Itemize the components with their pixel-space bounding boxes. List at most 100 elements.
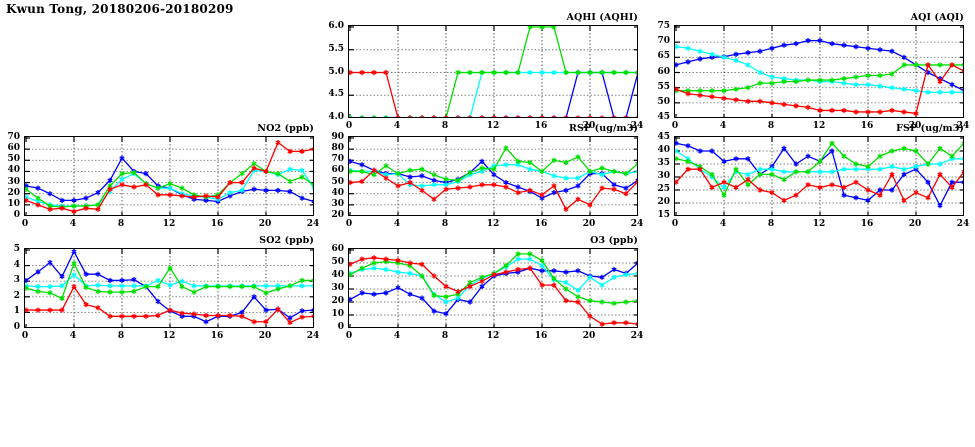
series-series_4	[349, 255, 637, 327]
panel-title-no2: NO2 (ppb)	[257, 123, 314, 134]
x-tick-label: 20	[258, 331, 272, 341]
y-tick-label: 10	[331, 309, 344, 319]
y-tick-label: 30	[7, 176, 20, 187]
y-tick-label: 25	[657, 184, 670, 194]
x-tick-label: 8	[767, 121, 775, 131]
x-tick-label: 20	[258, 219, 272, 229]
y-tick-label: 30	[331, 283, 344, 293]
y-tick-label: 4.0	[328, 112, 344, 122]
y-tick-label: 20	[657, 197, 670, 207]
plot-area-aqhi	[348, 25, 638, 118]
y-tick-label: 1	[13, 306, 20, 317]
x-tick-label: 4	[69, 331, 77, 341]
series-markers	[349, 26, 637, 117]
plot-area-no2	[24, 136, 314, 216]
y-tick-label: 90	[331, 132, 344, 142]
series-markers	[675, 148, 963, 190]
x-tick-label: 0	[21, 219, 29, 229]
series-series_4	[675, 166, 963, 203]
x-tick-label: 12	[812, 121, 826, 131]
x-tick-label: 12	[486, 121, 500, 131]
y-tick-label: 80	[331, 143, 344, 154]
x-tick-label: 0	[345, 331, 353, 341]
y-tick-label: 4.5	[328, 89, 344, 100]
series-series_1	[675, 38, 963, 93]
y-tick-label: 50	[7, 154, 20, 165]
plot-canvas-aqi	[675, 26, 963, 117]
x-tick-label: 8	[117, 331, 125, 341]
series-markers	[349, 145, 637, 183]
x-tick-label: 0	[671, 219, 679, 229]
y-tick-label: 45	[657, 132, 670, 142]
x-tick-label: 16	[534, 219, 548, 229]
y-tick-label: 20	[331, 210, 344, 220]
series-markers	[675, 62, 963, 94]
plot-canvas-rsp	[349, 137, 637, 215]
y-tick-label: 70	[7, 132, 20, 142]
figure-title: Kwun Tong, 20180206-20180209	[6, 2, 234, 16]
series-markers	[675, 62, 963, 117]
y-tick-label: 45	[657, 112, 670, 122]
plot-area-so2	[24, 248, 314, 328]
y-tick-label: 20	[331, 296, 344, 306]
panel-title-rsp: RSP (ug/m3)	[569, 123, 638, 134]
series-markers	[675, 44, 963, 95]
x-tick-label: 12	[486, 331, 500, 341]
y-tick-label: 6.0	[328, 21, 344, 31]
panel-aqi: AQI (AQI) 45 50 55 60 65 70 75 0 4 8 12 16 20 24	[657, 12, 969, 131]
y-tick-label: 40	[331, 270, 344, 280]
y-tick-label: 2	[13, 290, 20, 301]
series-series_4	[349, 167, 637, 212]
x-tick-label: 20	[582, 331, 596, 341]
plot-canvas-aqhi	[349, 26, 637, 117]
x-tick-label: 0	[671, 121, 679, 131]
x-tick-label: 12	[812, 219, 826, 229]
series-markers	[349, 69, 637, 117]
panel-no2: NO2 (ppb) 0 10 20 30 40 50 60 70 0 4 8 12 16 20 24	[7, 123, 319, 229]
plot-area-o3	[348, 248, 638, 328]
x-tick-label: 4	[719, 219, 727, 229]
x-tick-label: 24	[956, 121, 970, 131]
plot-area-fsp	[674, 136, 964, 216]
series-series_4	[25, 284, 313, 326]
plot-area-rsp	[348, 136, 638, 216]
x-tick-label: 8	[441, 121, 449, 131]
x-tick-label: 12	[486, 219, 500, 229]
y-tick-label: 5	[13, 244, 20, 254]
x-tick-label: 24	[306, 331, 320, 341]
series-markers	[25, 161, 313, 210]
y-tick-label: 0	[13, 210, 20, 220]
panel-so2: SO2 (ppb) 0 1 2 3 4 5 0 4 8 12 16 20 24	[14, 235, 320, 341]
series-series_4	[25, 139, 313, 215]
y-tick-label: 0	[13, 322, 20, 332]
x-tick-label: 20	[908, 219, 922, 229]
panel-title-fsp: FSP (ug/m3)	[896, 123, 964, 134]
x-tick-label: 24	[630, 219, 644, 229]
panel-rsp: RSP (ug/m3) 20 30 40 50 60 70 80 90 0 4 8 12 16 20 24	[331, 123, 643, 229]
y-tick-label: 70	[657, 36, 670, 47]
series-series_3	[349, 145, 637, 183]
x-tick-label: 0	[345, 219, 353, 229]
x-tick-label: 16	[210, 219, 224, 229]
panel-title-so2: SO2 (ppb)	[259, 235, 314, 246]
y-tick-label: 20	[7, 187, 20, 198]
x-tick-label: 24	[630, 331, 644, 341]
y-tick-label: 30	[331, 198, 344, 209]
series-markers	[349, 167, 637, 212]
x-tick-label: 12	[162, 219, 176, 229]
y-tick-label: 60	[657, 66, 670, 77]
series-markers	[349, 69, 637, 117]
series-series_4	[675, 62, 963, 117]
plot-canvas-fsp	[675, 137, 963, 215]
x-tick-label: 16	[860, 121, 874, 131]
series-markers	[349, 251, 637, 306]
plot-canvas-o3	[349, 249, 637, 327]
series-markers	[25, 260, 313, 301]
series-series_2	[675, 148, 963, 190]
series-markers	[349, 255, 637, 327]
panel-o3: O3 (ppb) 0 10 20 30 40 50 60 0 4 8 12 16 20 24	[331, 235, 643, 341]
series-markers	[349, 261, 637, 317]
x-tick-label: 4	[393, 331, 401, 341]
x-tick-label: 20	[908, 121, 922, 131]
